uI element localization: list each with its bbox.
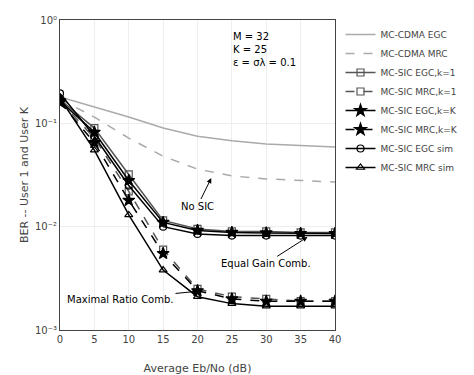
svg-text:20: 20: [191, 334, 204, 345]
svg-text:35: 35: [294, 334, 307, 345]
svg-text:MC-SIC EGC sim: MC-SIC EGC sim: [381, 144, 454, 154]
svg-text:25: 25: [226, 334, 239, 345]
svg-text:10⁻³: 10⁻³: [35, 325, 57, 336]
svg-text:40: 40: [329, 334, 342, 345]
svg-text:M = 32K = 25ε = σλ = 0.1: M = 32K = 25ε = σλ = 0.1: [233, 31, 296, 68]
svg-text:MC-CDMA EGC: MC-CDMA EGC: [381, 30, 447, 40]
svg-text:No SIC: No SIC: [181, 201, 214, 212]
svg-text:MC-SIC MRC sim: MC-SIC MRC sim: [381, 163, 454, 173]
svg-text:MC-SIC MRC,k=K: MC-SIC MRC,k=K: [381, 125, 458, 135]
svg-text:10: 10: [122, 334, 135, 345]
svg-text:MC-SIC EGC,k=1: MC-SIC EGC,k=1: [381, 68, 456, 78]
svg-text:0: 0: [57, 334, 63, 345]
svg-text:MC-CDMA MRC: MC-CDMA MRC: [381, 49, 448, 59]
svg-text:30: 30: [260, 334, 273, 345]
svg-text:15: 15: [157, 334, 170, 345]
svg-text:Equal Gain Comb.: Equal Gain Comb.: [221, 258, 311, 269]
svg-text:Maximal Ratio Comb.: Maximal Ratio Comb.: [67, 294, 174, 305]
svg-text:MC-SIC EGC,k=K: MC-SIC EGC,k=K: [381, 106, 457, 116]
svg-text:MC-SIC MRC,k=1: MC-SIC MRC,k=1: [381, 87, 457, 97]
svg-text:10⁻¹: 10⁻¹: [35, 118, 57, 129]
svg-text:BER -- User 1 and User K: BER -- User 1 and User K: [18, 106, 31, 243]
svg-text:10⁰: 10⁰: [40, 15, 57, 26]
svg-text:Average Eb/No (dB): Average Eb/No (dB): [144, 362, 252, 375]
svg-text:5: 5: [91, 334, 97, 345]
svg-text:10⁻²: 10⁻²: [35, 221, 57, 232]
